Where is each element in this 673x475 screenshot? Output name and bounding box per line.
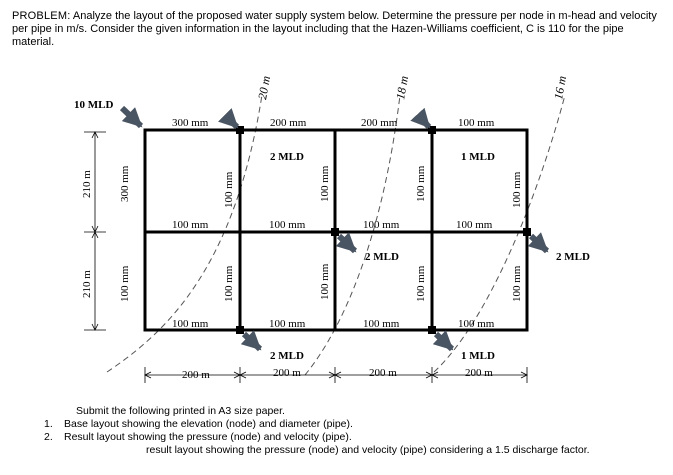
pipe-label-vert-upper-5: 100 mm [511,171,523,208]
pipe-label-vert-lower-5: 100 mm [511,265,523,302]
instruction-text: Base layout showing the elevation (node)… [64,418,353,430]
elevation-label: 20 m [255,74,273,100]
pipe-label-bot-2: 100 mm [269,318,306,330]
dimension-label-vertical: 210 m [81,170,93,198]
dimension-lines [84,131,528,383]
instruction-item: 1. Base layout showing the elevation (nod… [44,418,353,431]
pipe-label-mid-2: 100 mm [269,219,306,231]
dimension-label-horizontal: 200 m [465,367,493,379]
pipe-label-vert-lower-4: 100 mm [415,265,427,302]
node [331,228,339,236]
pipe-label-bot-1: 100 mm [172,318,209,330]
demand-arrow [527,232,550,254]
instruction-extra: result layout showing the pressure (node… [146,444,590,456]
node [236,126,244,134]
dimension-label-horizontal: 200 m [273,367,301,379]
pipe-label-bot-3: 100 mm [363,318,400,330]
instruction-number: 2. [44,431,53,443]
dimension-label-vertical: 210 m [81,270,93,298]
pipe-label-top-2: 200 mm [270,117,307,129]
dimension-label-horizontal: 200 m [369,367,397,379]
pipe-label-top-1: 300 mm [172,117,209,129]
instruction-item: 2. Result layout showing the pressure (no… [44,431,352,444]
problem-text: Analyze the layout of the proposed water… [12,10,657,48]
pipe-label-vert-upper-4: 100 mm [415,165,427,202]
pipe-label-vert-lower-1: 100 mm [119,265,131,302]
pipe-label-vert-upper-1: 300 mm [119,165,131,202]
demand-arrow [240,330,263,352]
pipe-label-top-4: 100 mm [458,117,495,129]
contour-18m [304,94,401,376]
instruction-text: Result layout showing the pressure (node… [64,431,352,443]
node [523,228,531,236]
demand-label: 1 MLD [461,151,495,163]
pipe-label-bot-4: 100 mm [458,318,495,330]
flow-arrows [119,105,550,352]
instruction-number: 1. [44,418,53,430]
pipe-label-top-3: 200 mm [361,117,398,129]
demand-label: 2 MLD [556,251,590,263]
pipe-label-mid-1: 100 mm [172,219,209,231]
demand-label: 1 MLD [461,350,495,362]
pipe-label-vert-lower-3: 100 mm [319,263,331,300]
pipes [143,128,529,332]
instructions-intro: Submit the following printed in A3 size … [76,405,285,417]
pipe-label-mid-3: 100 mm [363,219,400,231]
node [428,126,436,134]
demand-label: 2 MLD [270,350,304,362]
problem-label: PROBLEM: [12,10,71,22]
demand-label: 2 MLD [365,251,399,263]
pipe-label-vert-upper-3: 100 mm [319,165,331,202]
demand-arrow [410,107,432,130]
contour-20m [106,94,263,373]
problem-statement: PROBLEM: Analyze the layout of the propo… [12,10,662,49]
inflow-arrow [119,105,144,129]
inflow-label: 10 MLD [74,99,113,111]
dimension-label-horizontal: 200 m [182,369,210,381]
contour-16m [433,94,566,373]
nodes [236,126,531,334]
elevation-label: 16 m [551,74,569,100]
demand-arrow [335,232,358,254]
node [236,326,244,334]
demand-arrow [217,107,240,130]
pipe-label-vert-lower-2: 100 mm [223,265,235,302]
elevation-contours [106,94,566,376]
node [428,326,436,334]
elevation-label: 18 m [393,74,411,100]
pipe-label-mid-4: 100 mm [456,219,493,231]
pipe-label-vert-upper-2: 100 mm [223,171,235,208]
demand-label: 2 MLD [270,151,304,163]
demand-arrow [432,330,455,352]
